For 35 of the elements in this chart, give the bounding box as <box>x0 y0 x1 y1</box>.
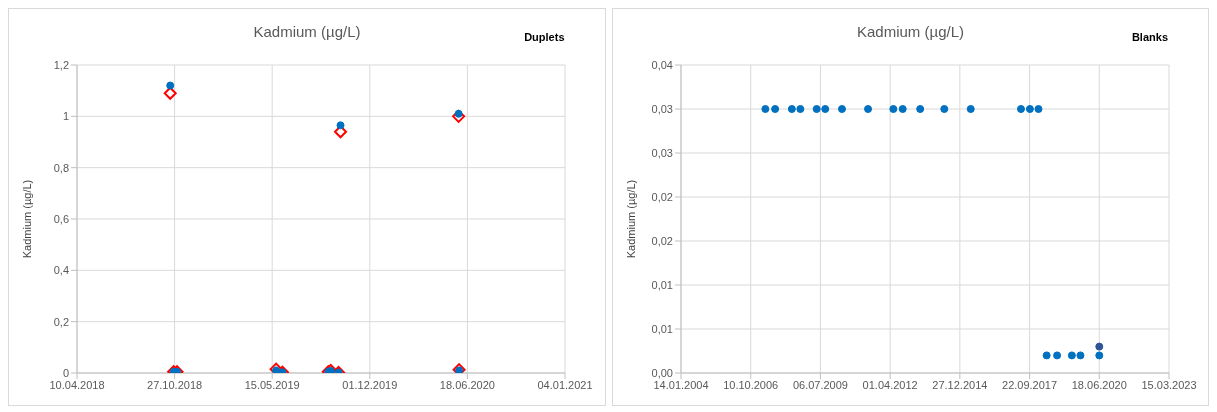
y-tick-label: 0 <box>62 366 69 379</box>
text: Blanks <box>1131 31 1168 43</box>
y-tick-label: 0,01 <box>651 322 673 335</box>
y-axis-title: Kadmium (µg/L) <box>624 179 637 259</box>
x-tick-label: 04.01.2021 <box>537 378 593 391</box>
x-tick-label: 01.12.2019 <box>342 378 398 391</box>
text: Duplets <box>524 31 565 43</box>
x-tick-label: 18.06.2020 <box>1071 378 1127 391</box>
y-tick-label: 0,6 <box>53 212 69 225</box>
y-tick-label: 0,8 <box>53 161 69 174</box>
chart-title: Kadmium (µg/L) <box>856 23 964 40</box>
x-tick-label: 01.04.2012 <box>862 378 918 391</box>
y-tick-label: 0,04 <box>651 58 673 71</box>
y-tick-label: 1,2 <box>53 58 69 71</box>
chart-title: Kadmium (µg/L) <box>253 23 361 40</box>
x-tick-label: 14.01.2004 <box>652 378 709 391</box>
y-tick-label: 0,00 <box>651 366 673 379</box>
x-tick-label: 06.07.2009 <box>792 378 848 391</box>
y-tick-label: 0,02 <box>651 190 673 203</box>
y-tick-label: 0,01 <box>651 278 673 291</box>
y-tick-label: 0,02 <box>651 234 673 247</box>
x-tick-label: 27.12.2014 <box>931 378 987 391</box>
y-axis-title: Kadmium (µg/L) <box>20 179 33 259</box>
y-tick-label: 0,03 <box>651 102 673 115</box>
x-tick-label: 27.10.2018 <box>147 378 203 391</box>
x-tick-label: 15.03.2023 <box>1140 378 1197 391</box>
y-tick-label: 0,03 <box>651 146 673 159</box>
x-tick-label: 10.10.2006 <box>722 378 778 391</box>
x-tick-label: 22.09.2017 <box>1001 378 1057 391</box>
y-tick-label: 0,4 <box>53 264 69 277</box>
x-tick-label: 15.05.2019 <box>244 378 300 391</box>
x-tick-label: 10.04.2018 <box>49 378 105 391</box>
y-tick-label: 1 <box>62 110 69 123</box>
x-tick-label: 18.06.2020 <box>439 378 495 391</box>
y-tick-label: 0,2 <box>53 315 69 328</box>
